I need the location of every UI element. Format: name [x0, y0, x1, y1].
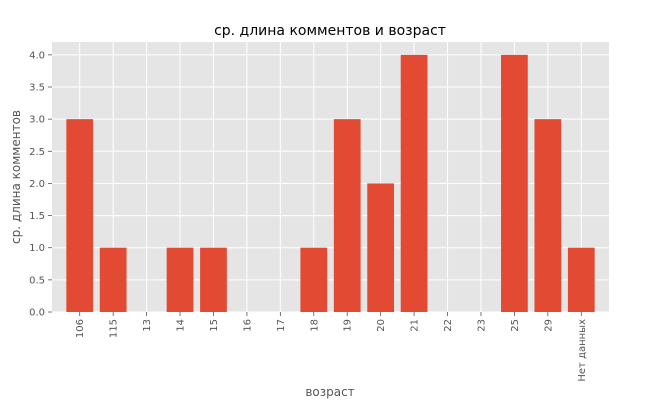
x-tick-label: 29: [543, 319, 554, 332]
bar: [567, 247, 595, 312]
x-tick-label: 22: [443, 319, 454, 332]
x-tick-label: 21: [410, 319, 421, 332]
bar: [99, 247, 127, 312]
bar: [534, 119, 562, 313]
x-tick-label: 106: [75, 319, 86, 338]
x-tick-label: 18: [309, 319, 320, 332]
y-tick-label: 3.5: [29, 83, 45, 94]
x-tick-label: 14: [176, 319, 187, 332]
y-tick-label: 1.5: [29, 211, 45, 222]
y-tick-label: 4.0: [29, 50, 45, 61]
x-tick-label: 19: [343, 319, 354, 332]
bar: [333, 119, 361, 313]
x-tick-label: 23: [476, 319, 487, 332]
bars: [66, 54, 595, 313]
bar: [166, 247, 194, 312]
y-tick-label: 2.0: [29, 179, 45, 190]
x-axis-label: возраст: [305, 385, 354, 399]
y-tick-label: 0.5: [29, 275, 45, 286]
x-tick-label: 115: [109, 319, 120, 338]
x-tick-label: 13: [142, 319, 153, 332]
x-tick-label: 15: [209, 319, 220, 332]
chart-title: ср. длина комментов и возраст: [214, 23, 446, 39]
bar: [501, 54, 528, 312]
bar: [66, 119, 94, 313]
y-axis-ticks: 0.0 0.5 1.0 1.5 2.0 2.5 3.0 3.5 4.0: [29, 50, 52, 319]
x-tick-label: 20: [376, 319, 387, 332]
x-tick-label: Нет данных: [577, 319, 588, 382]
y-tick-label: 2.5: [29, 147, 45, 158]
y-axis-label: ср. длина комментов: [9, 110, 23, 244]
y-tick-label: 3.0: [29, 115, 45, 126]
bar: [300, 247, 328, 312]
bar: [200, 247, 227, 312]
bar: [400, 54, 428, 312]
x-axis-ticks: 106 115 13 14 15 16 17 18 19 20 21 22 23 25 29 Нет данн…: [75, 312, 588, 382]
bar: [367, 183, 395, 312]
y-tick-label: 1.0: [29, 243, 45, 254]
x-tick-label: 16: [242, 319, 253, 332]
x-tick-label: 25: [510, 319, 521, 332]
y-tick-label: 0.0: [29, 308, 45, 319]
x-tick-label: 17: [276, 319, 287, 332]
